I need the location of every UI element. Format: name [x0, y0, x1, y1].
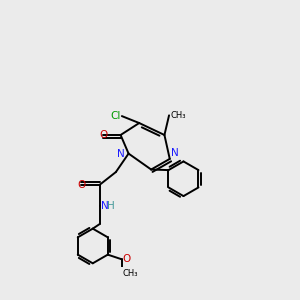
Text: H: H: [107, 201, 115, 211]
Text: N: N: [117, 148, 124, 159]
Text: CH₃: CH₃: [170, 111, 186, 120]
Text: O: O: [99, 130, 107, 140]
Text: O: O: [77, 180, 85, 190]
Text: CH₃: CH₃: [123, 268, 138, 278]
Text: N: N: [171, 148, 179, 158]
Text: O: O: [123, 254, 131, 264]
Text: Cl: Cl: [110, 111, 121, 121]
Text: N: N: [101, 201, 109, 211]
